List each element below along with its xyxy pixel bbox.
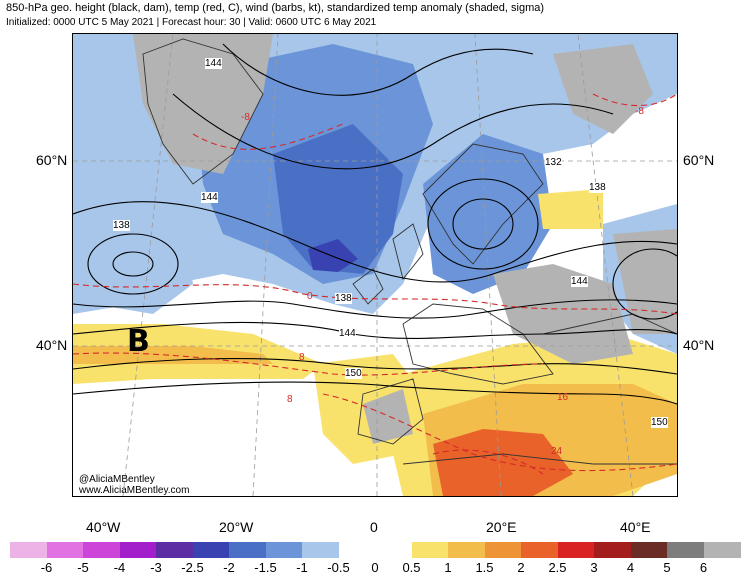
colorbar-swatch [521, 542, 558, 558]
colorbar-swatch [557, 542, 595, 558]
colorbar-swatch [375, 542, 412, 558]
credit-handle: @AliciaMBentley [79, 474, 155, 485]
colorbar-tick-label: -2.5 [181, 560, 204, 575]
colorbar-swatch [630, 542, 668, 558]
colorbar-swatch [265, 542, 303, 558]
colorbar-tick-label: 4 [626, 560, 635, 575]
chart-title: 850-hPa geo. height (black, dam), temp (… [6, 2, 545, 14]
grey-northeast [553, 44, 653, 134]
grey-iberia [363, 389, 413, 444]
annotation-letter-b: B [127, 324, 150, 359]
temp-label: 24 [551, 446, 563, 457]
temp-label: -8 [241, 112, 250, 123]
colorbar-tick-label: -6 [40, 560, 53, 575]
lon-label-40w: 40°W [86, 519, 121, 535]
colorbar-tick-label: 1 [444, 560, 452, 575]
colorbar-tick-label: -1 [296, 560, 308, 575]
colorbar-swatch [411, 542, 449, 558]
height-label: 150 [651, 417, 668, 428]
anomaly-blue-scand [423, 134, 553, 294]
colorbar-tick-label: 0 [371, 560, 379, 575]
height-label: 144 [339, 328, 356, 339]
grey-balkans [493, 264, 633, 364]
colorbar-tick-label: 5 [663, 560, 671, 575]
map-panel: B 144 138 144 150 138 132 138 144 150 14… [72, 33, 678, 497]
colorbar-swatch [594, 542, 631, 558]
lat-label-60n-left: 60°N [36, 152, 68, 168]
height-label: 144 [571, 276, 588, 287]
colorbar-tick-label: 0.5 [402, 560, 421, 575]
colorbar-tick-label: -4 [113, 560, 126, 575]
colorbar-tick-label: 2 [517, 560, 525, 575]
lon-label-20w: 20°W [219, 519, 254, 535]
temp-contours [73, 93, 677, 475]
temp-label: -8 [635, 106, 644, 117]
colorbar-swatch [83, 542, 120, 558]
temp-label: 8 [287, 394, 293, 405]
colorbar-swatch [192, 542, 230, 558]
height-label: 138 [113, 220, 130, 231]
colorbar-swatch [302, 542, 339, 558]
colorbar-tick-label: -0.5 [327, 560, 350, 575]
lat-label-40n-left: 40°N [36, 337, 68, 353]
height-label: 132 [545, 157, 562, 168]
colorbar-tick-label: 2.5 [548, 560, 567, 575]
grey-east [613, 229, 677, 334]
colorbar-tick-label: 3 [590, 560, 598, 575]
lat-label-60n-right: 60°N [683, 152, 715, 168]
colorbar-swatch [10, 542, 47, 558]
height-contours [73, 43, 677, 405]
colorbar-tick-label: -5 [77, 560, 89, 575]
height-label: 150 [345, 368, 362, 379]
colorbar-swatch [667, 542, 704, 558]
colorbar-swatch [229, 542, 266, 558]
lon-label-20e: 20°E [486, 519, 517, 535]
map-canvas [73, 34, 677, 496]
lon-label-40e: 40°E [620, 519, 651, 535]
temp-label: 0 [307, 291, 313, 302]
colorbar-swatch [338, 542, 376, 558]
lon-label-0: 0 [370, 519, 378, 535]
colorbar [10, 542, 741, 558]
height-label: 144 [205, 58, 222, 69]
height-label: 138 [335, 293, 352, 304]
colorbar-swatch [46, 542, 84, 558]
graticule [73, 34, 677, 496]
colorbar-swatch [156, 542, 193, 558]
coastlines [142, 38, 677, 465]
temp-label: 16 [557, 392, 569, 403]
anomaly-yellow-balticpatch [538, 189, 603, 229]
chart-subtitle: Initialized: 0000 UTC 5 May 2021 | Forec… [6, 17, 377, 28]
colorbar-swatch [119, 542, 157, 558]
colorbar-swatch [448, 542, 485, 558]
colorbar-tick-label: -2 [223, 560, 235, 575]
colorbar-swatch [703, 542, 741, 558]
height-label: 144 [201, 192, 218, 203]
temp-label: 8 [299, 352, 305, 363]
anomaly-blue-core [308, 239, 358, 272]
anomaly-blue-deep [273, 124, 403, 274]
colorbar-tick-label: -1.5 [254, 560, 277, 575]
lat-label-40n-right: 40°N [683, 337, 715, 353]
colorbar-swatch [484, 542, 522, 558]
colorbar-tick-label: 1.5 [475, 560, 494, 575]
credit-website: www.AliciaMBentley.com [79, 485, 190, 496]
height-label: 138 [589, 182, 606, 193]
credit-text: @AliciaMBentley www.AliciaMBentley.com [79, 474, 189, 496]
colorbar-tick-label: 6 [699, 560, 708, 575]
colorbar-tick-label: -3 [150, 560, 162, 575]
